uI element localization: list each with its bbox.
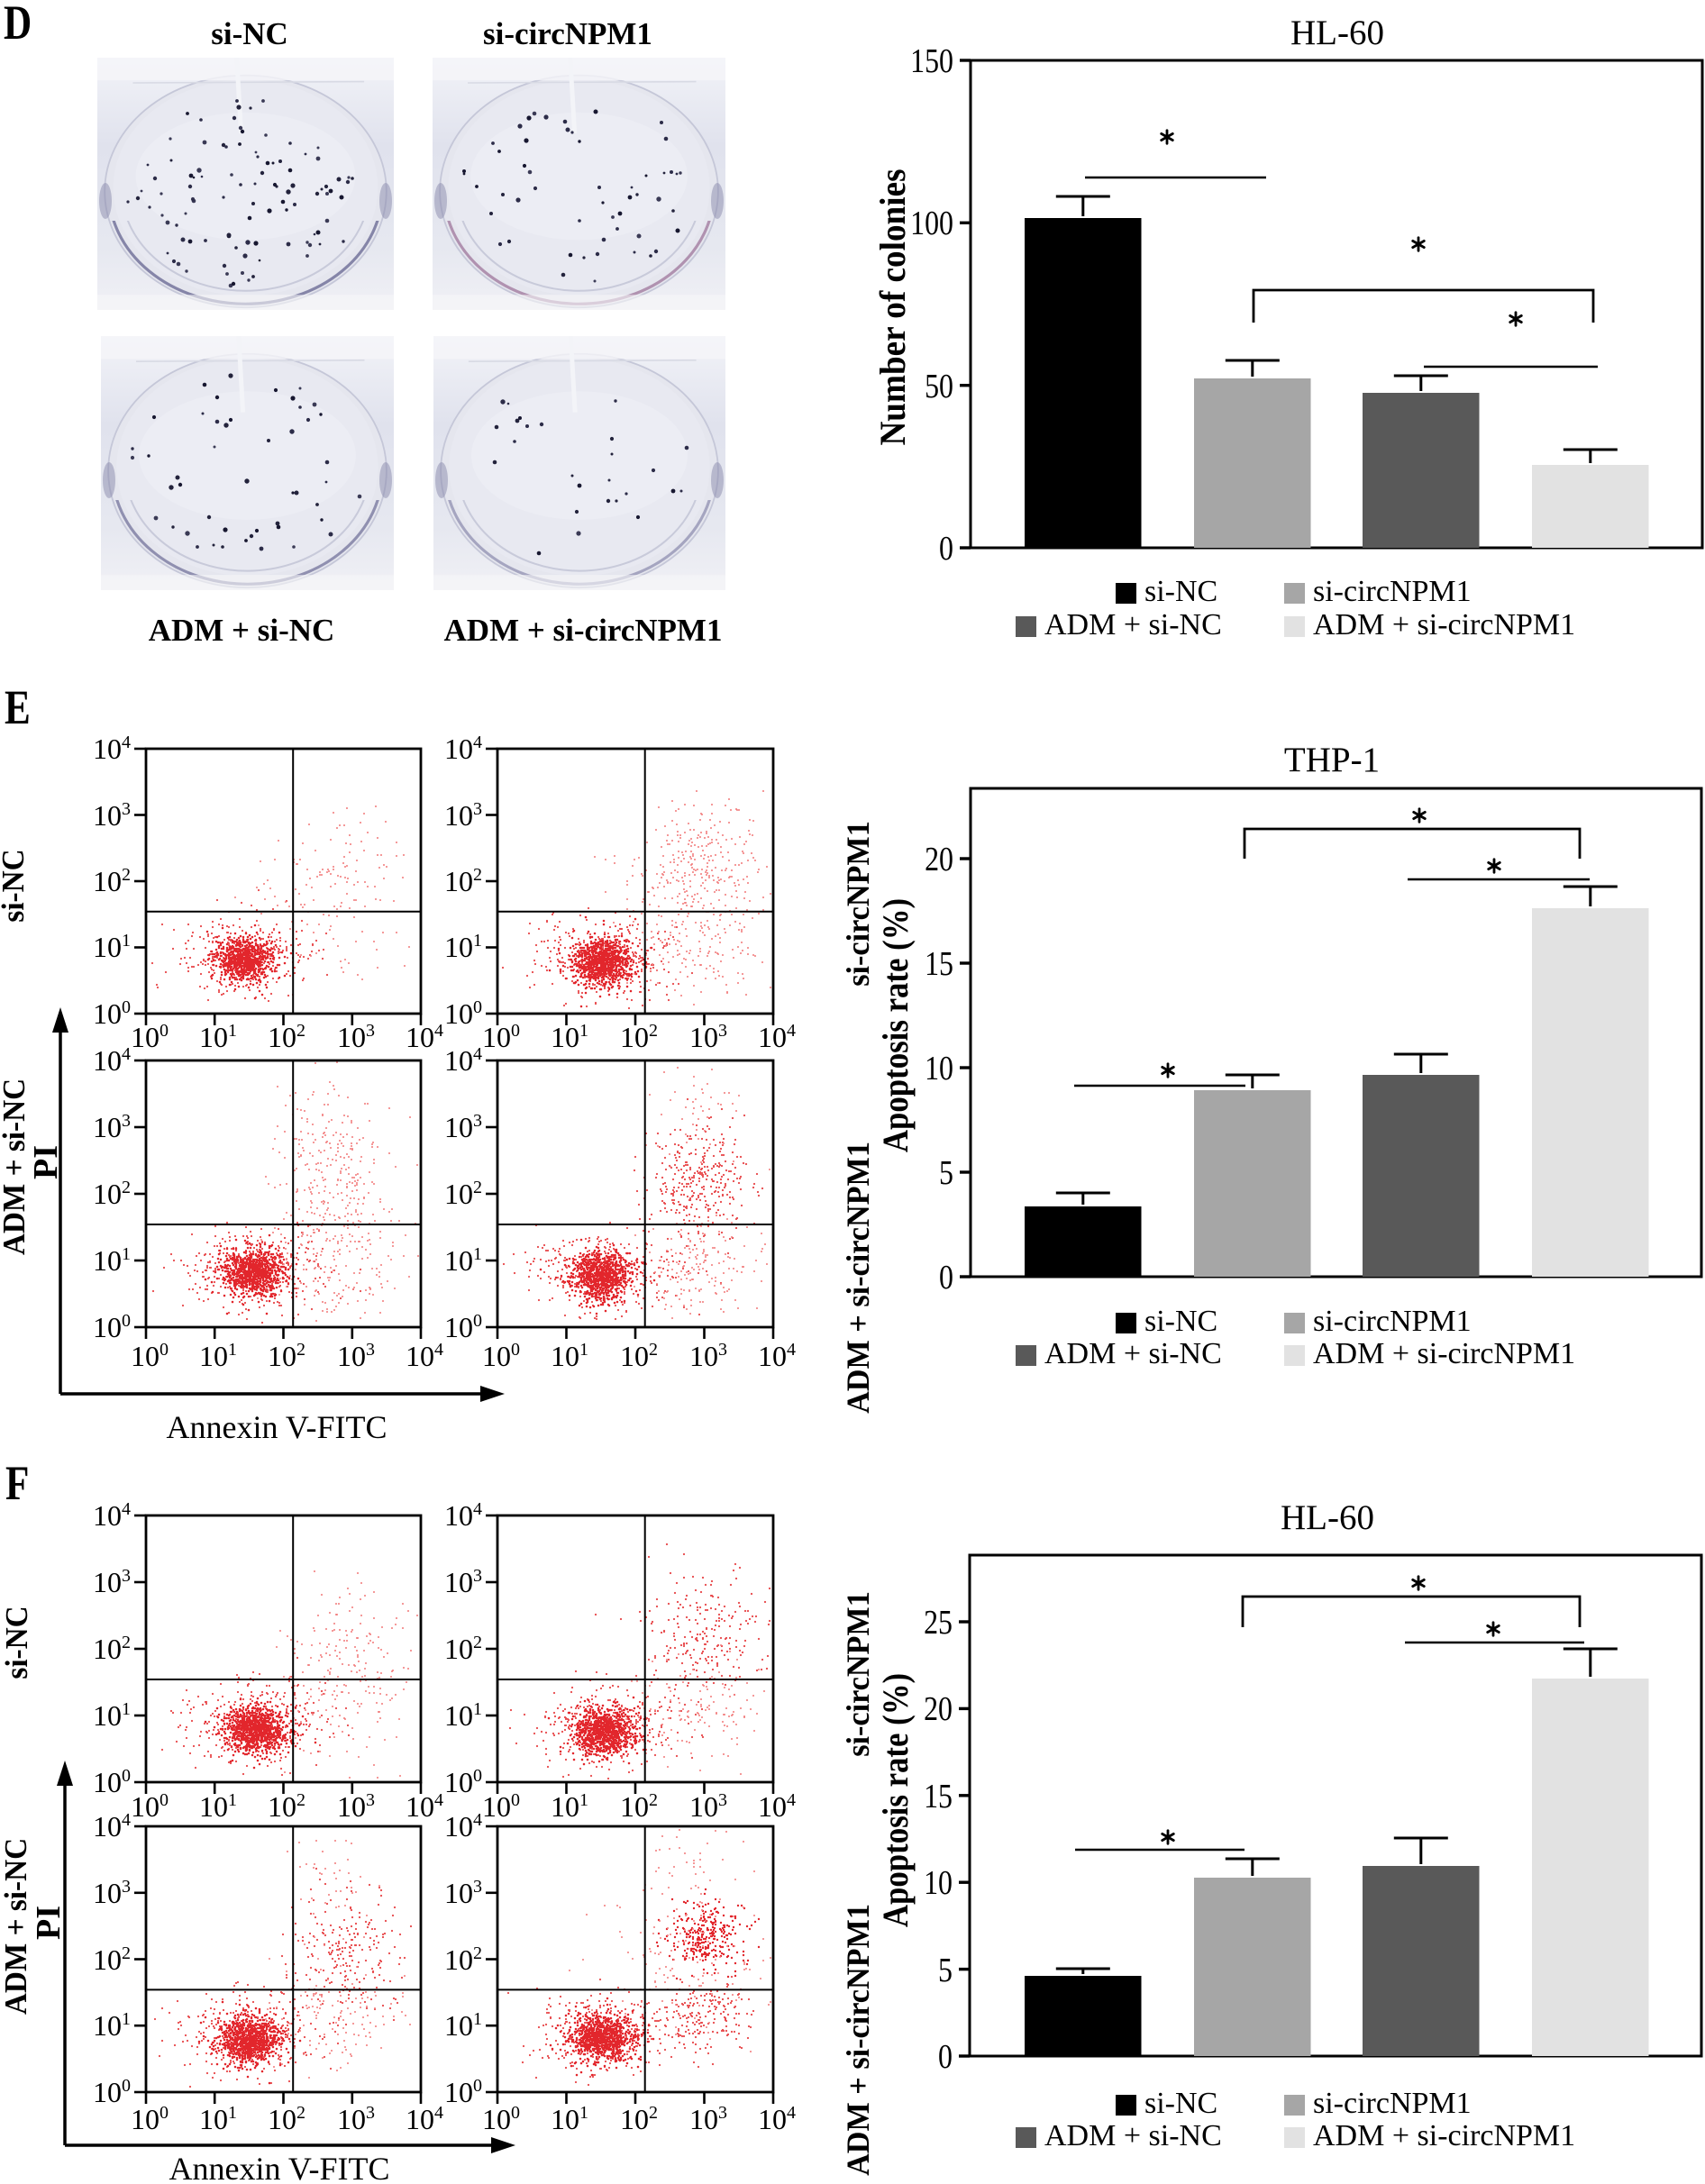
svg-text:E: E [5,679,31,734]
svg-text:103: 103 [444,1111,482,1143]
svg-text:103: 103 [444,799,482,832]
svg-text:20: 20 [925,840,953,878]
svg-text:101: 101 [551,1340,588,1372]
svg-text:0: 0 [939,1258,953,1296]
svg-text:0: 0 [938,2037,953,2075]
svg-text:104: 104 [406,1021,443,1053]
svg-text:10: 10 [924,1863,953,1901]
svg-text:si-circNPM1: si-circNPM1 [1313,575,1472,608]
svg-text:15: 15 [925,944,953,982]
svg-text:Apoptosis rate (%): Apoptosis rate (%) [877,1673,916,1927]
svg-text:25: 25 [924,1603,953,1641]
svg-text:ADM + si-NC: ADM + si-NC [0,1078,32,1255]
svg-text:101: 101 [199,1021,237,1053]
svg-text:D: D [4,0,32,50]
svg-text:101: 101 [93,931,131,963]
svg-text:5: 5 [939,1153,953,1191]
svg-text:PI: PI [27,1145,65,1179]
svg-text:ADM + si-NC: ADM + si-NC [0,1838,33,2015]
svg-text:si-NC: si-NC [1144,575,1217,608]
svg-text:si-NC: si-NC [0,1606,34,1679]
svg-text:THP-1: THP-1 [1284,741,1380,779]
svg-text:si-circNPM1: si-circNPM1 [840,821,876,987]
svg-text:ADM + si-NC: ADM + si-NC [1044,1337,1222,1370]
svg-text:10: 10 [925,1049,953,1087]
svg-text:ADM + si-circNPM1: ADM + si-circNPM1 [444,613,723,648]
svg-text:si-circNPM1: si-circNPM1 [483,16,652,51]
svg-text:103: 103 [93,1566,131,1598]
svg-text:100: 100 [910,204,953,241]
svg-text:5: 5 [938,1951,953,1988]
svg-text:si-circNPM1: si-circNPM1 [840,1591,876,1757]
svg-text:20: 20 [924,1689,953,1727]
svg-text:101: 101 [551,2103,588,2135]
svg-text:ADM + si-circNPM1: ADM + si-circNPM1 [1313,2119,1575,2152]
svg-text:HL-60: HL-60 [1290,14,1384,52]
svg-text:Annexin V-FITC: Annexin V-FITC [169,2151,389,2184]
svg-text:0: 0 [939,529,953,567]
svg-text:ADM + si-NC: ADM + si-NC [1044,608,1222,642]
svg-text:ADM + si-circNPM1: ADM + si-circNPM1 [840,1904,876,2176]
svg-text:150: 150 [910,41,953,79]
svg-text:PI: PI [30,1906,68,1940]
svg-text:Apoptosis rate (%): Apoptosis rate (%) [877,898,916,1152]
svg-text:si-NC: si-NC [1144,2087,1217,2120]
svg-text:ADM + si-circNPM1: ADM + si-circNPM1 [840,1142,876,1414]
svg-text:F: F [5,1455,29,1510]
svg-text:Annexin V-FITC: Annexin V-FITC [166,1409,387,1445]
svg-text:si-circNPM1: si-circNPM1 [1313,2087,1472,2120]
svg-text:Number of colonies: Number of colonies [874,168,913,445]
svg-text:103: 103 [337,1340,375,1372]
svg-text:ADM + si-circNPM1: ADM + si-circNPM1 [1313,1337,1575,1370]
svg-text:HL-60: HL-60 [1281,1498,1374,1537]
svg-text:ADM + si-circNPM1: ADM + si-circNPM1 [1313,608,1575,642]
svg-text:si-NC: si-NC [1144,1305,1217,1338]
svg-text:15: 15 [924,1777,953,1815]
svg-text:101: 101 [93,1244,131,1277]
svg-text:104: 104 [93,1810,131,1843]
svg-text:50: 50 [925,367,953,405]
svg-text:si-circNPM1: si-circNPM1 [1313,1305,1472,1338]
svg-text:si-NC: si-NC [0,849,31,922]
svg-text:si-NC: si-NC [211,16,288,51]
svg-text:ADM + si-NC: ADM + si-NC [149,613,335,648]
svg-text:ADM + si-NC: ADM + si-NC [1044,2119,1222,2152]
